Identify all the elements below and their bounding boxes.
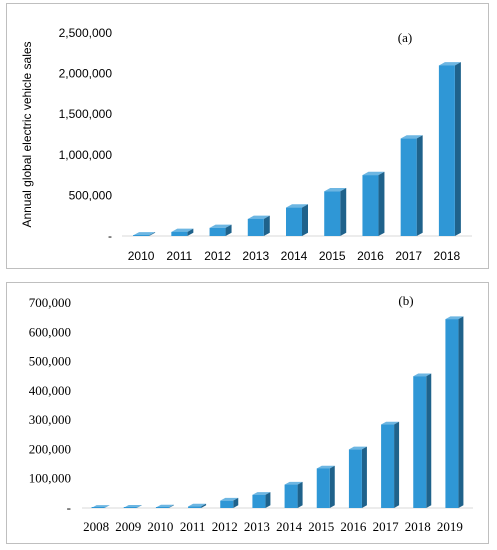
chart-0-x-tick-label: 2015 bbox=[319, 249, 346, 263]
chart-1-bar-front bbox=[445, 319, 458, 508]
chart-1-bar-front bbox=[381, 425, 394, 508]
chart-1-bar-front bbox=[252, 495, 265, 508]
chart-1-bar-side bbox=[426, 373, 431, 508]
chart-0-x-tick-label: 2014 bbox=[281, 249, 308, 263]
chart-0-bar-side bbox=[417, 135, 423, 236]
chart-1-bar bbox=[252, 492, 270, 508]
chart-0-bar-front bbox=[133, 235, 149, 236]
chart-1-x-tick-label: 2010 bbox=[147, 519, 173, 534]
chart-1-bar-side bbox=[330, 466, 335, 508]
chart-1-bar-side bbox=[362, 447, 367, 508]
chart-0-bar-front bbox=[324, 191, 340, 236]
chart-0-y-tick-label: 500,000 bbox=[69, 188, 113, 202]
chart-1-y-tick-label: 400,000 bbox=[29, 383, 71, 398]
chart-1-bar bbox=[381, 422, 399, 508]
chart-0-panel-label: (a) bbox=[398, 30, 412, 45]
chart-1-bar bbox=[445, 316, 463, 508]
chart-1-bar-side bbox=[265, 492, 270, 508]
chart-1-x-tick-label: 2012 bbox=[212, 519, 238, 534]
chart-0-bar bbox=[286, 204, 308, 236]
chart-1-bar-front bbox=[220, 501, 233, 508]
chart-0-bar-side bbox=[455, 62, 461, 236]
chart-0-bar bbox=[401, 135, 423, 236]
chart-0-y-tick-label: - bbox=[108, 229, 112, 243]
chart-0-y-tick-label: 2,000,000 bbox=[59, 67, 113, 81]
chart-1-x-tick-label: 2008 bbox=[83, 519, 109, 534]
chart-0-x-tick-label: 2011 bbox=[166, 249, 192, 263]
chart-1-bar bbox=[413, 373, 431, 508]
chart-0-x-tick-label: 2017 bbox=[395, 249, 422, 263]
chart-1-bar bbox=[349, 447, 367, 508]
chart-1-y-tick-label: 300,000 bbox=[29, 412, 71, 427]
chart-0-bar-front bbox=[362, 175, 378, 236]
chart-1-bar-front bbox=[317, 468, 330, 508]
chart-1-bar bbox=[317, 466, 335, 508]
chart-0-bar-side bbox=[340, 188, 346, 236]
chart-0-bar bbox=[210, 225, 232, 236]
chart-1-bar bbox=[220, 498, 238, 508]
chart-0-bar-front bbox=[248, 219, 264, 236]
chart-1-bar-front bbox=[156, 507, 169, 508]
chart-0-x-tick-label: 2018 bbox=[434, 249, 461, 263]
chart-0-bar bbox=[324, 188, 346, 236]
chart-1-y-tick-label: 200,000 bbox=[29, 441, 71, 456]
chart-0-x-tick-label: 2016 bbox=[357, 249, 384, 263]
chart-0-x-tick-label: 2010 bbox=[128, 249, 155, 263]
chart-0-bar bbox=[439, 62, 461, 236]
chart-panel-b: - 100,000 200,000 300,000 400,000 500,000 600,… bbox=[6, 282, 489, 544]
chart-0-bar-top bbox=[133, 232, 155, 235]
chart-1-y-tick-label: 600,000 bbox=[29, 324, 71, 339]
chart-0-y-tick-label: 1,500,000 bbox=[59, 107, 113, 121]
chart-0-bar-side bbox=[378, 172, 384, 236]
chart-1-x-tick-label: 2014 bbox=[276, 519, 303, 534]
chart-b-svg: - 100,000 200,000 300,000 400,000 500,000 600,… bbox=[7, 283, 488, 543]
chart-1-bar-front bbox=[188, 507, 201, 508]
chart-1-bar-front bbox=[349, 449, 362, 508]
chart-1-x-tick-label: 2016 bbox=[340, 519, 367, 534]
chart-1-x-tick-label: 2015 bbox=[308, 519, 334, 534]
chart-1-bar-front bbox=[285, 485, 298, 508]
chart-1-bar bbox=[188, 504, 206, 508]
chart-0-bar-side bbox=[302, 204, 308, 236]
chart-a-svg: - 500,000 1,000,000 1,500,000 2,000,000 2,500… bbox=[7, 4, 488, 268]
chart-1-bar bbox=[285, 482, 303, 508]
chart-0-y-tick-label: 2,500,000 bbox=[59, 26, 113, 40]
chart-1-y-tick-label: 500,000 bbox=[29, 354, 71, 369]
chart-1-x-tick-label: 2019 bbox=[437, 519, 463, 534]
chart-0-bar bbox=[171, 229, 193, 236]
chart-1-y-tick-label: 700,000 bbox=[29, 295, 71, 310]
chart-1-bar-front bbox=[413, 376, 426, 508]
chart-1-panel-label: (b) bbox=[398, 293, 413, 308]
chart-0-y-axis-title: Annual global electric vehicle sales bbox=[20, 41, 34, 227]
chart-0-bar bbox=[362, 172, 384, 236]
chart-0-bar-front bbox=[401, 139, 417, 236]
chart-1-y-tick-label: - bbox=[67, 500, 71, 515]
chart-0-bar-front bbox=[286, 208, 302, 236]
chart-1-bar-side bbox=[394, 422, 399, 508]
chart-1-bar-front bbox=[124, 507, 137, 508]
chart-0-x-tick-label: 2012 bbox=[204, 249, 231, 263]
chart-0-bar-front bbox=[171, 232, 187, 236]
chart-0-bar-side bbox=[264, 216, 270, 236]
chart-1-bar-side bbox=[298, 482, 303, 508]
chart-1-y-tick-label: 100,000 bbox=[29, 471, 71, 486]
chart-1-x-tick-label: 2017 bbox=[373, 519, 400, 534]
chart-1-x-tick-label: 2013 bbox=[244, 519, 270, 534]
chart-1-bar-front bbox=[92, 507, 105, 508]
chart-1-bar-side bbox=[458, 316, 463, 508]
chart-0-bar-front bbox=[210, 228, 226, 236]
chart-panel-a: - 500,000 1,000,000 1,500,000 2,000,000 2,500… bbox=[6, 3, 489, 269]
chart-1-x-tick-label: 2011 bbox=[180, 519, 206, 534]
chart-0-bar bbox=[248, 216, 270, 236]
chart-0-bar-front bbox=[439, 65, 455, 236]
chart-0-y-tick-label: 1,000,000 bbox=[59, 148, 113, 162]
chart-1-x-tick-label: 2009 bbox=[115, 519, 141, 534]
chart-0-x-tick-label: 2013 bbox=[242, 249, 269, 263]
chart-1-x-tick-label: 2018 bbox=[405, 519, 431, 534]
chart-0-bar bbox=[133, 232, 155, 236]
